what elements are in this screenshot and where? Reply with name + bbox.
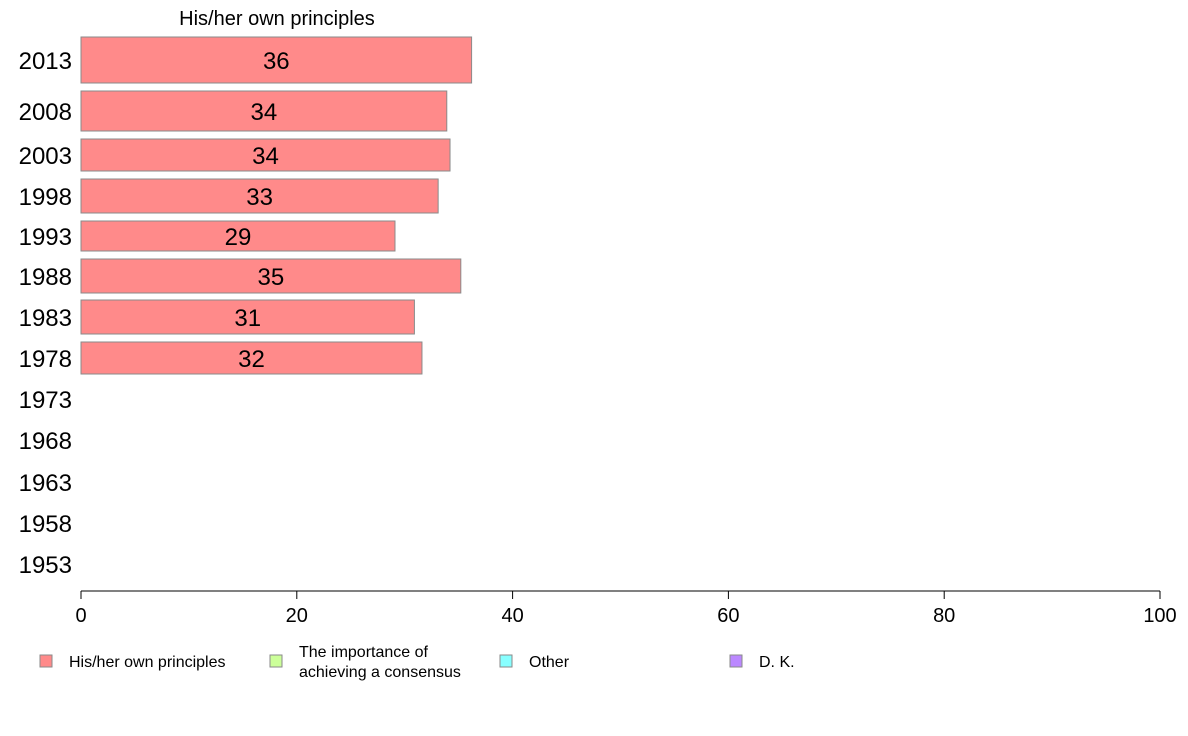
- x-tick-label: 40: [501, 605, 523, 627]
- chart: His/her own principles 3634343329353132 …: [0, 0, 1188, 736]
- chart-title: His/her own principles: [179, 8, 375, 30]
- bar-value-label: 29: [225, 224, 252, 251]
- legend-swatch: [730, 655, 742, 667]
- x-tick-label: 80: [933, 605, 955, 627]
- year-labels: 2013 2008 2003 1998 1993 1988 1983 1978 1973 1968…: [19, 48, 72, 579]
- year-label: 1953: [19, 552, 72, 579]
- x-axis: 0 20 40 60 80 100: [75, 591, 1176, 627]
- year-label: 2003: [19, 143, 72, 170]
- bar-value-label: 36: [263, 48, 290, 75]
- bar-value-label: 35: [258, 264, 285, 291]
- x-tick-label: 20: [286, 605, 308, 627]
- year-label: 1993: [19, 224, 72, 251]
- year-label: 1978: [19, 346, 72, 373]
- year-label: 1983: [19, 305, 72, 332]
- legend-label: His/her own principles: [69, 654, 226, 671]
- legend-label: The importance of: [299, 644, 429, 661]
- legend: His/her own principles The importance of a…: [40, 644, 795, 681]
- year-label: 1968: [19, 428, 72, 455]
- x-tick-label: 100: [1143, 605, 1176, 627]
- legend-swatch: [270, 655, 282, 667]
- year-label: 2013: [19, 48, 72, 75]
- year-label: 1963: [19, 470, 72, 497]
- bar-value-label: 33: [246, 184, 273, 211]
- legend-swatch: [40, 655, 52, 667]
- bar-value-label: 31: [234, 305, 261, 332]
- year-label: 2008: [19, 99, 72, 126]
- bar-value-label: 34: [251, 99, 278, 126]
- year-label: 1998: [19, 184, 72, 211]
- legend-label: achieving a consensus: [299, 664, 461, 681]
- bar-value-label: 32: [238, 346, 265, 373]
- bar-value-label: 34: [252, 143, 279, 170]
- year-label: 1988: [19, 264, 72, 291]
- legend-label: D. K.: [759, 654, 795, 671]
- x-tick-label: 60: [717, 605, 739, 627]
- legend-label: Other: [529, 654, 570, 671]
- x-tick-label: 0: [75, 605, 86, 627]
- year-label: 1973: [19, 387, 72, 414]
- year-label: 1958: [19, 511, 72, 538]
- legend-swatch: [500, 655, 512, 667]
